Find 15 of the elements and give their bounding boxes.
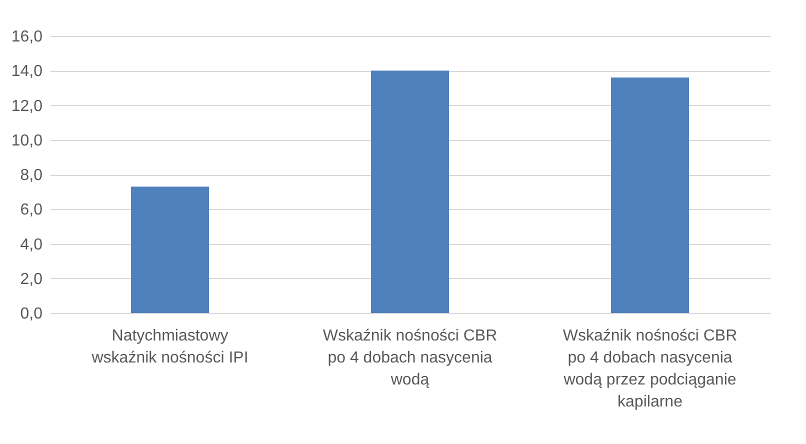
- x-tick-label: Natychmiastowy wskaźnik nośności IPI: [90, 328, 248, 366]
- y-tick-label: 14,0: [11, 63, 43, 80]
- y-tick-label: 16,0: [11, 28, 43, 46]
- bar: [371, 70, 449, 313]
- y-tick-label: 2,0: [20, 270, 43, 288]
- bar: [131, 186, 209, 313]
- bar: [611, 78, 689, 313]
- x-tick-label: Wskaźnik nośności CBR po 4 dobach nasycenia wodą przez podciąganie kapilarne: [562, 328, 738, 410]
- y-tick-label: 12,0: [11, 98, 43, 115]
- y-tick-label: 10,0: [11, 132, 43, 150]
- y-tick-label: 4,0: [20, 236, 43, 254]
- y-tick-label: 0,0: [20, 306, 43, 322]
- y-tick-label: 8,0: [20, 167, 43, 184]
- x-tick-label: Wskaźnik nośności CBR po 4 dobach nasycenia wodą: [322, 328, 498, 388]
- y-tick-label: 6,0: [20, 202, 43, 219]
